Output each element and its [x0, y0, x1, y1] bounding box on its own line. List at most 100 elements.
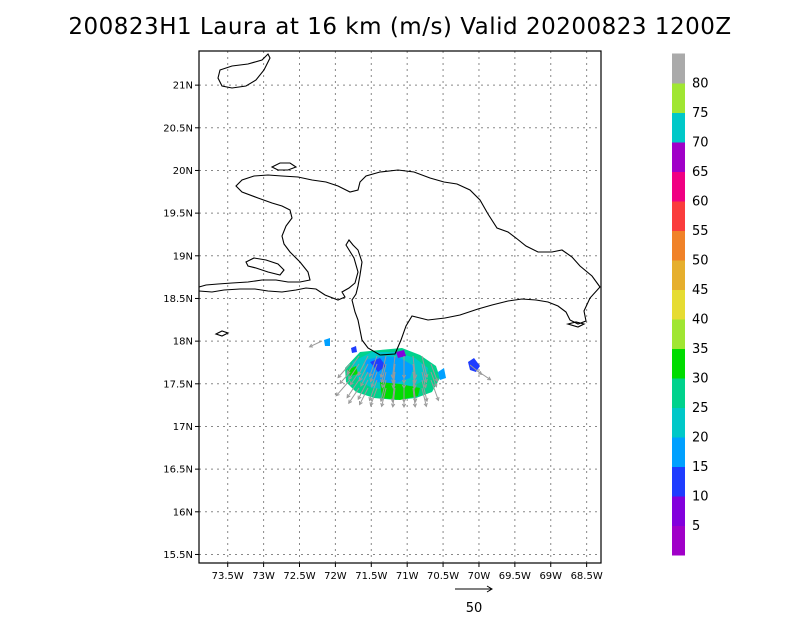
wind-vector-head [422, 383, 428, 389]
wind-vector-head [412, 403, 417, 408]
colorbar-label: 30 [692, 372, 709, 387]
wind-vector-head [348, 399, 353, 405]
colorbar-segment [672, 319, 685, 349]
wind-vector-head [337, 374, 342, 379]
wind-vector [357, 379, 369, 400]
colorbar-segment [672, 525, 685, 556]
lat-tick-label: 18.5N [163, 294, 193, 305]
wind-vector-head [348, 375, 353, 381]
wind-speed-field [324, 338, 480, 400]
lat-tick-label: 20.5N [163, 123, 193, 134]
wind-vector-head [368, 396, 373, 402]
lat-tick-label: 18N [173, 337, 193, 348]
colorbar-segment [672, 289, 685, 320]
wind-vector-head [391, 403, 396, 408]
wind-vector-head [357, 395, 362, 401]
lon-tick-label: 69.5W [499, 571, 531, 582]
wind-vector [335, 379, 351, 397]
colorbar-label: 65 [692, 165, 709, 180]
wind-vector [412, 363, 416, 383]
tortuga-island [270, 162, 298, 171]
colorbar-label: 20 [692, 431, 709, 446]
wind-vector-head [423, 402, 428, 408]
wind-vector [421, 387, 427, 407]
colorbar-segment [672, 112, 685, 143]
lat-tick-label: 16N [173, 507, 193, 518]
colorbar-label: 70 [692, 136, 709, 151]
wind-vector-head [349, 381, 354, 386]
map-title: 200823H1 Laura at 16 km (m/s) Valid 2020… [68, 14, 732, 40]
colorbar-segment [672, 83, 685, 113]
colorbar-segment [672, 230, 685, 261]
lon-tick-label: 73W [252, 571, 275, 582]
wind-vector [346, 355, 360, 374]
wind-vector [370, 387, 378, 406]
colorbar-segment [672, 53, 685, 84]
wind-vector-head [423, 378, 428, 384]
colorbar-segment [672, 348, 685, 379]
colorbar-label: 15 [692, 460, 709, 475]
lon-tick-label: 68.5W [571, 571, 603, 582]
wind-vector-head [380, 383, 386, 389]
wind-vector-head [487, 376, 492, 381]
lon-tick-label: 73.5W [212, 571, 244, 582]
map-frame [198, 50, 602, 564]
wind-vector [430, 371, 437, 387]
wind-vector [337, 363, 351, 378]
wind-vector [348, 387, 360, 404]
wind-vector [421, 363, 427, 383]
wind-vector [359, 387, 369, 405]
wind-vector [412, 379, 417, 402]
wind-vector [380, 379, 387, 402]
lon-tick-label: 72.5W [283, 571, 315, 582]
lat-tick-label: 19.5N [163, 209, 193, 220]
wind-vector-head [360, 382, 365, 387]
wind-vector [412, 387, 416, 407]
wind-vector [339, 371, 351, 384]
wind-vector-head [434, 378, 439, 383]
cayemite-island [214, 330, 230, 337]
colorbar-label: 50 [692, 254, 709, 269]
wind-vector [348, 363, 360, 380]
wind-vector-head [424, 373, 429, 379]
wind-vector [392, 371, 396, 388]
lon-tick-label: 72W [324, 571, 347, 582]
wind-vector-head [335, 392, 340, 397]
lon-tick-label: 71.5W [355, 571, 387, 582]
wind-vector-head [358, 401, 363, 406]
wind-vector [359, 363, 369, 381]
wind-speed-patch [351, 346, 357, 353]
wind-vector [369, 355, 378, 377]
lat-lon-grid [199, 51, 601, 563]
wind-vector-head [358, 377, 363, 382]
saona-island [565, 321, 586, 328]
hispaniola-coastline [198, 169, 601, 356]
wind-vector-head [370, 383, 375, 388]
lat-tick-label: 19N [173, 251, 193, 262]
wind-vector-head [380, 378, 385, 384]
wind-vector [360, 371, 369, 387]
lat-tick-label: 15.5N [163, 550, 193, 561]
wind-vector-head [424, 397, 429, 403]
wind-vector [349, 371, 360, 386]
wind-vector-head [308, 343, 314, 348]
wind-vector-head [368, 372, 373, 378]
colorbar-segment [672, 260, 685, 290]
wind-vector [381, 363, 387, 383]
colorbar-label: 40 [692, 313, 709, 328]
wind-vector-head [478, 370, 483, 376]
colorbar-label: 60 [692, 195, 709, 210]
lat-tick-label: 21N [173, 81, 193, 92]
wind-vector [430, 363, 438, 382]
reference-vector-arrowhead [486, 585, 493, 593]
wind-vector [370, 363, 378, 382]
wind-vector-head [379, 397, 384, 403]
lon-tick-label: 70.5W [427, 571, 459, 582]
colorbar-label: 55 [692, 224, 709, 239]
colorbar: 5 10 15 20 25 30 35 40 45 50 55 60 65 70 75 80 [672, 53, 709, 556]
inagua-island [217, 53, 271, 89]
wind-vector [371, 371, 378, 387]
wind-vector [346, 379, 360, 398]
wind-vector [392, 363, 396, 383]
wind-vector [381, 371, 387, 388]
